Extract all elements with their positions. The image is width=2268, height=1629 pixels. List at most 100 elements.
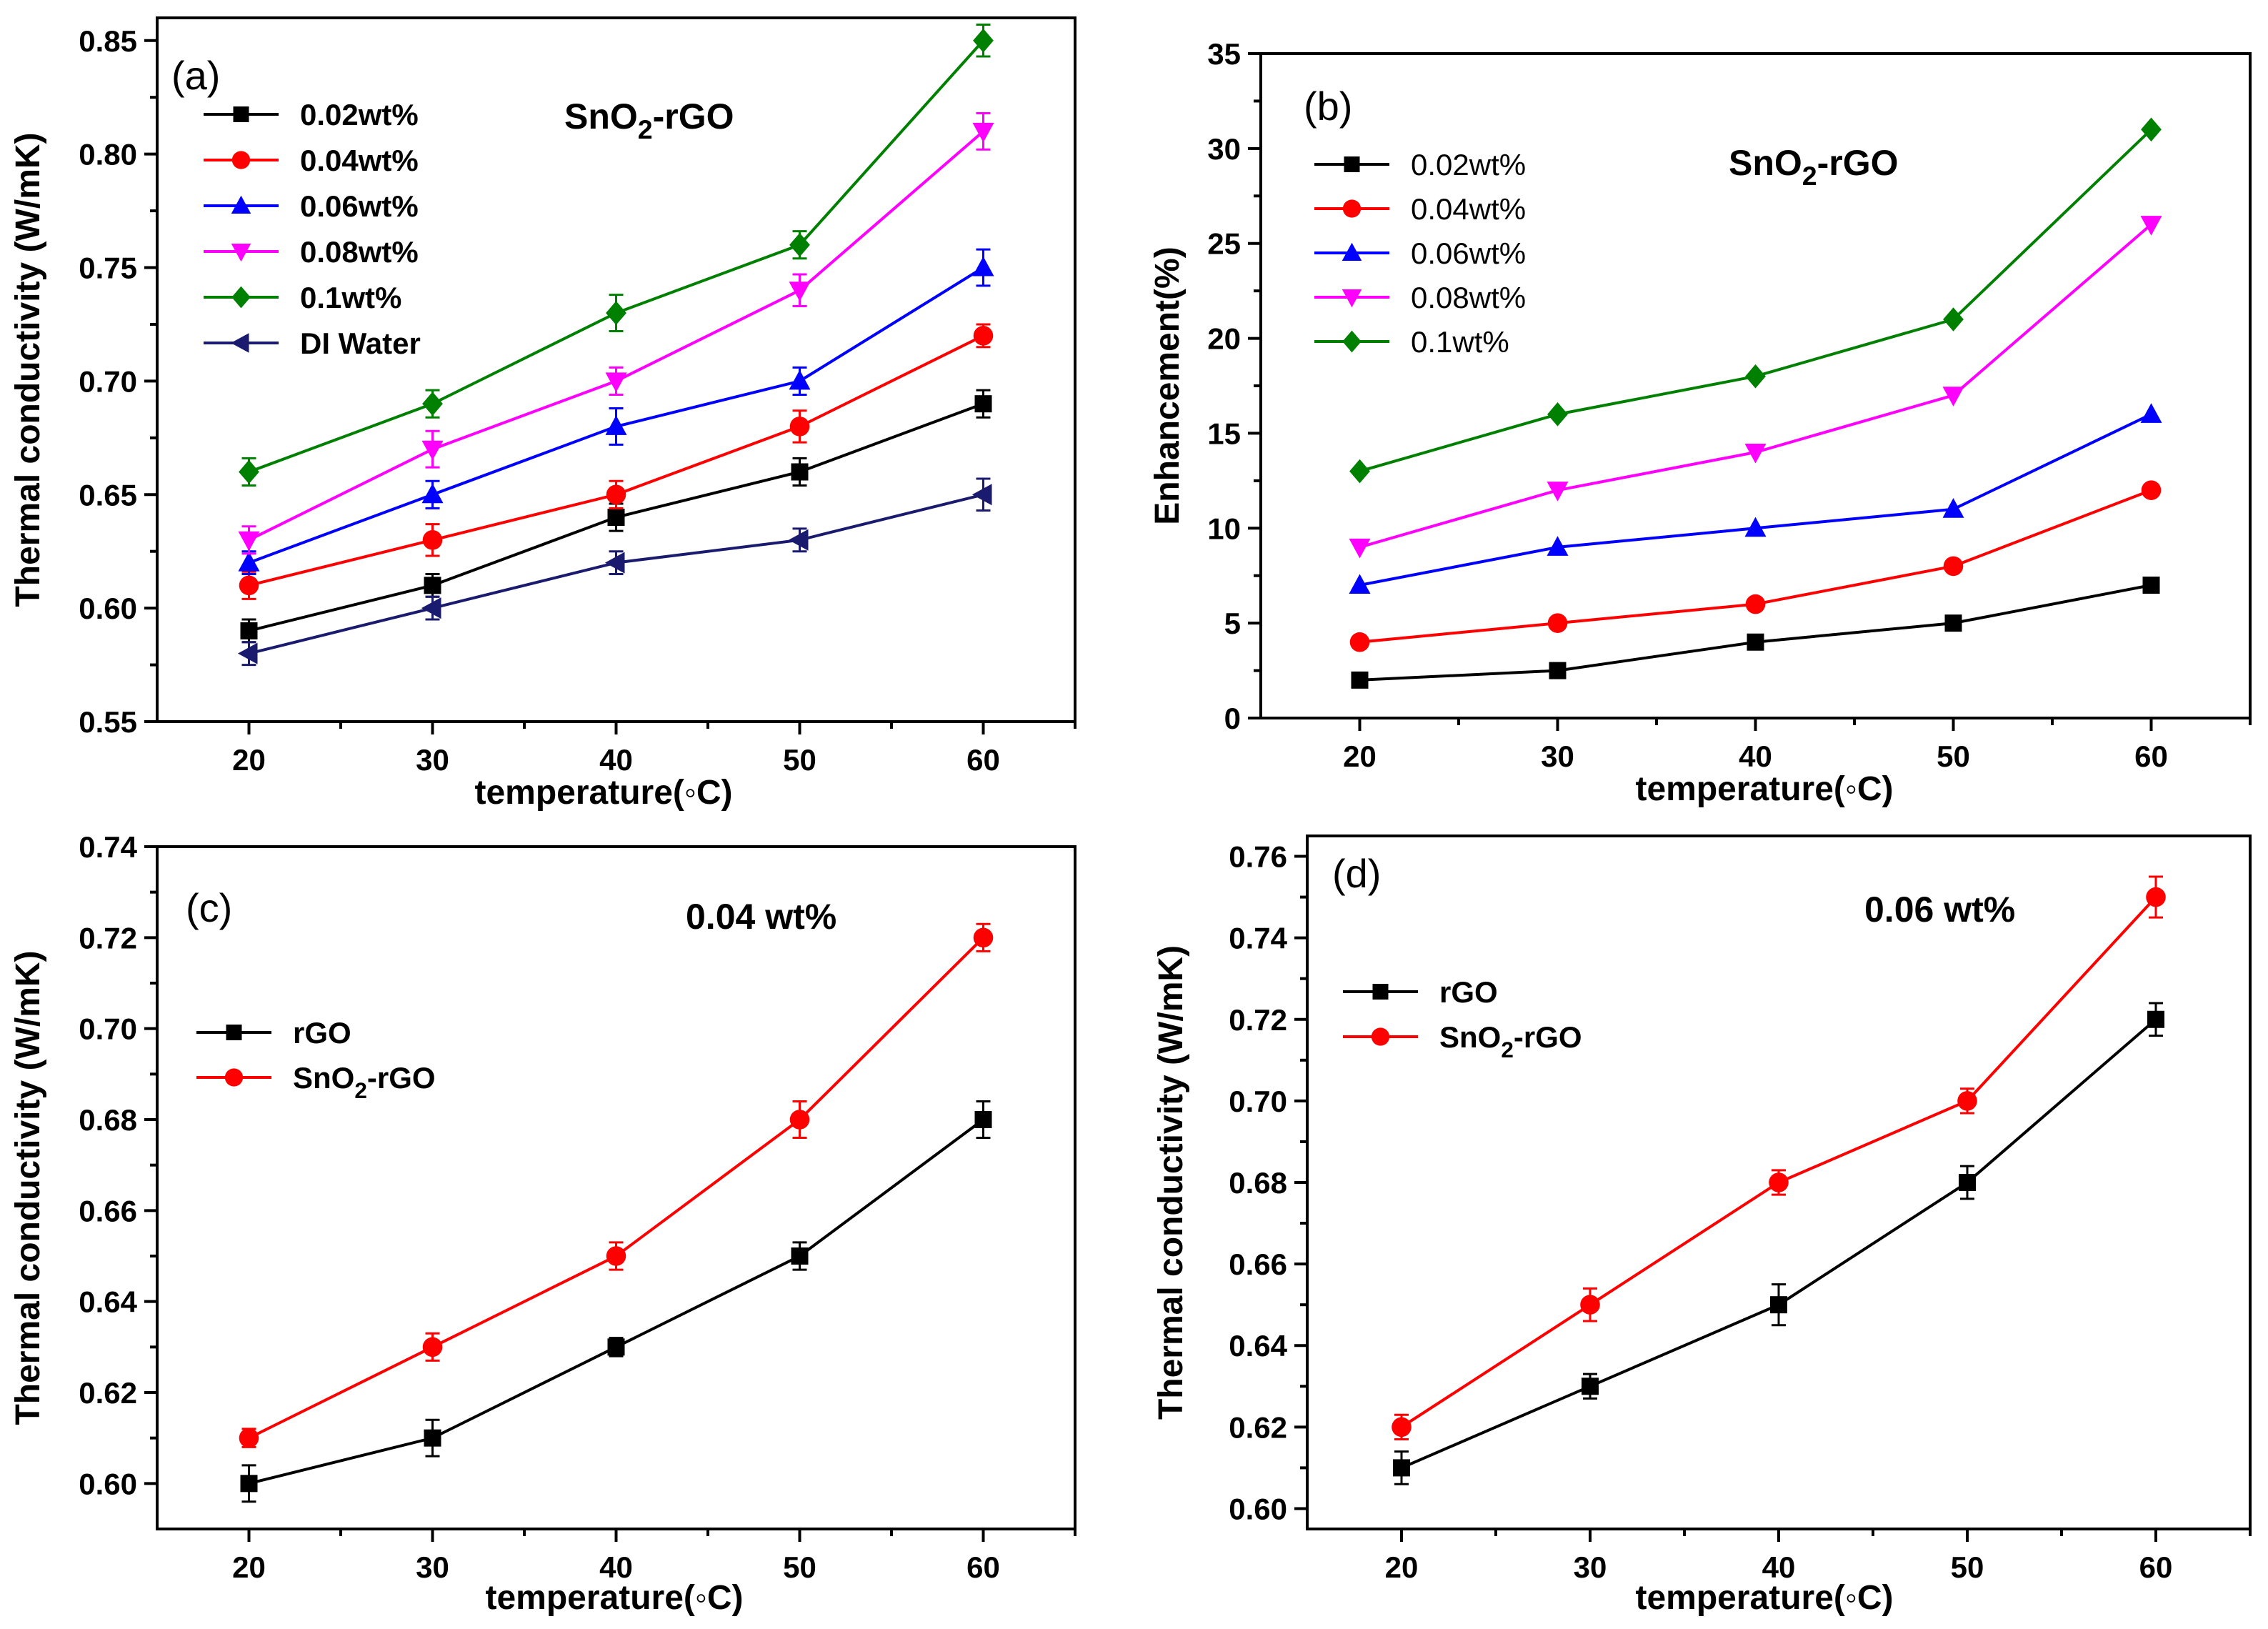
data-point <box>789 369 811 390</box>
x-axis-label: temperature(◦C) <box>1635 770 1893 808</box>
panel-label: (a) <box>171 53 220 98</box>
data-point <box>789 1110 810 1130</box>
y-tick-label: 0.80 <box>79 138 137 171</box>
y-tick-label: 0.55 <box>79 705 137 739</box>
data-point <box>605 415 627 435</box>
data-point <box>972 122 994 143</box>
data-point <box>606 484 626 505</box>
legend: rGO SnO2-rGO <box>196 1016 436 1103</box>
y-tick-label: 0.75 <box>79 251 137 285</box>
data-point <box>789 282 811 302</box>
data-point <box>239 1428 259 1448</box>
legend-entry: DI Water <box>204 327 421 360</box>
y-tick-label: 20 <box>1207 322 1241 356</box>
x-tick-label: 30 <box>1541 739 1574 773</box>
x-tick-label: 40 <box>1762 1550 1796 1584</box>
data-point <box>2147 1010 2164 1028</box>
data-point <box>971 484 992 506</box>
data-point <box>1959 1174 1976 1191</box>
data-point <box>1349 632 1370 652</box>
legend-label: 0.08wt% <box>1411 281 1526 314</box>
data-point <box>1744 517 1767 537</box>
legend-label: 0.02wt% <box>300 98 419 131</box>
series-0-04wt- <box>239 323 994 600</box>
series-0-1wt- <box>239 24 994 487</box>
series-rgo <box>240 1100 992 1503</box>
plot-frame <box>156 845 1076 1530</box>
data-point <box>607 1338 625 1356</box>
chart-panel-a: 20 30 40 50 60 0.55 0.60 0.65 0.70 0.75 0.80 0.85 te… <box>9 16 1076 812</box>
y-tick-label: 0.60 <box>1229 1492 1287 1525</box>
data-point <box>789 417 810 437</box>
y-tick-label: 0.60 <box>79 1467 137 1500</box>
x-tick-label: 30 <box>416 1550 449 1584</box>
data-point <box>1770 1296 1787 1314</box>
y-tick-label: 0.60 <box>79 592 137 625</box>
data-point <box>972 256 994 277</box>
data-point <box>1582 1378 1599 1395</box>
legend-marker <box>1342 289 1362 308</box>
legend-label: SnO2-rGO <box>1439 1020 1582 1062</box>
y-tick-label: 0.68 <box>79 1103 137 1137</box>
legend-entry: 0.04wt% <box>1314 192 1526 226</box>
y-tick-label: 0.65 <box>79 478 137 512</box>
data-point <box>1769 1172 1789 1192</box>
data-point <box>424 1429 441 1447</box>
data-point <box>1944 614 1962 632</box>
y-tick-label: 15 <box>1207 417 1241 450</box>
data-point <box>974 1111 992 1128</box>
y-axis-label: Thermal conductivity (W/mK) <box>9 950 47 1425</box>
legend-label: 0.06wt% <box>1411 236 1526 270</box>
data-point <box>973 28 994 53</box>
legend: 0.02wt% 0.04wt% 0.06wt% 0.08wt% 0.1wt% DI Wat… <box>204 98 421 360</box>
series-0-06wt- <box>238 248 994 575</box>
legend-entry: rGO <box>1343 975 1498 1009</box>
data-point <box>238 531 260 552</box>
data-point <box>424 577 441 594</box>
x-tick-label: 20 <box>232 1550 266 1584</box>
y-axis-label: Thermal conductivity (W/mK) <box>1152 945 1190 1420</box>
x-tick-label: 50 <box>783 1550 816 1584</box>
data-point <box>1392 1417 1412 1438</box>
x-axis-label: temperature(◦C) <box>1635 1579 1893 1617</box>
legend-marker <box>226 1025 242 1040</box>
legend-label: 0.08wt% <box>300 235 419 269</box>
y-tick-label: 0.68 <box>1229 1166 1287 1200</box>
data-point <box>1547 402 1568 427</box>
y-tick-label: 0.76 <box>1229 840 1287 874</box>
data-point <box>1943 307 1964 332</box>
legend-label: 0.02wt% <box>1411 148 1526 181</box>
legend-label: 0.04wt% <box>1411 192 1526 226</box>
y-tick-label: 35 <box>1207 37 1241 71</box>
legend-entry: rGO <box>196 1016 351 1050</box>
x-tick-label: 40 <box>599 1550 633 1584</box>
chart-panel-c: 20 30 40 50 60 0.60 0.62 0.64 0.66 0.68 0.70 0.72 0.… <box>9 830 1076 1617</box>
data-point <box>1745 364 1766 389</box>
legend-entry: 0.1wt% <box>204 281 401 314</box>
x-tick-label: 60 <box>2134 739 2168 773</box>
legend-label: rGO <box>293 1016 351 1050</box>
series-di-water <box>237 477 992 667</box>
series-0-08wt- <box>238 111 994 555</box>
x-tick-label: 50 <box>783 743 816 777</box>
data-point <box>237 642 258 664</box>
chart-panel-d: 20 30 40 50 60 0.60 0.62 0.64 0.66 0.68 0.70 0.72 0.… <box>1152 835 2252 1617</box>
series-line <box>249 1118 984 1485</box>
y-tick-label: 0.74 <box>1229 922 1287 955</box>
legend-marker <box>1371 1027 1390 1046</box>
x-tick-label: 40 <box>599 743 633 777</box>
series-0-02wt- <box>1351 577 2160 689</box>
legend-marker <box>231 244 251 262</box>
data-point <box>1349 538 1371 559</box>
y-tick-label: 0.85 <box>79 24 137 58</box>
y-tick-label: 0.66 <box>79 1194 137 1227</box>
data-point <box>607 509 625 527</box>
data-point <box>2140 403 2162 423</box>
y-tick-label: 25 <box>1207 227 1241 261</box>
x-tick-label: 20 <box>232 743 266 777</box>
x-axis-label: temperature(◦C) <box>474 774 732 812</box>
legend-marker <box>1372 984 1389 1000</box>
data-point <box>239 459 259 484</box>
data-point <box>2141 117 2162 142</box>
